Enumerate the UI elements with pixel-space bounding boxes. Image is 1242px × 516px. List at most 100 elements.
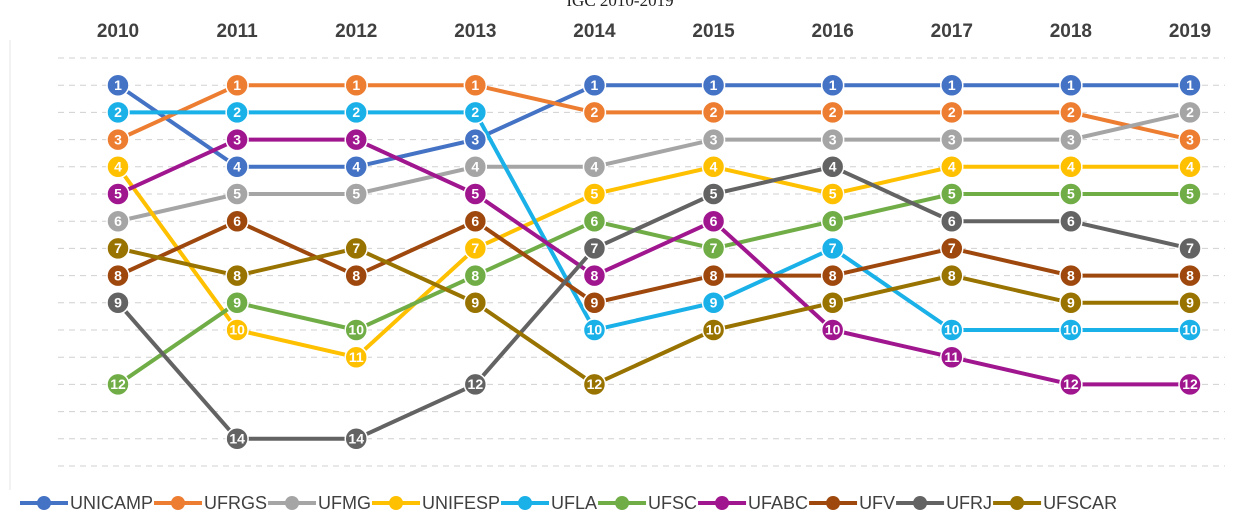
rank-marker: [463, 291, 488, 315]
rank-marker: [225, 318, 249, 342]
rank-label: 1: [829, 77, 837, 93]
rank-label: 2: [829, 104, 837, 120]
chart-title: IGC 2010-2019: [566, 0, 673, 10]
rank-marker: [820, 318, 845, 342]
rank-label: 3: [1186, 131, 1194, 147]
rank-label: 9: [471, 295, 479, 311]
rank-label: 8: [1067, 267, 1075, 283]
rank-marker: [701, 263, 726, 288]
rank-marker: [582, 100, 607, 125]
rank-marker: [1059, 372, 1083, 397]
rank-label: 2: [591, 104, 599, 120]
rank-label: 3: [471, 131, 479, 147]
legend-marker: [715, 496, 730, 510]
rank-marker: [344, 182, 368, 206]
rank-label: 1: [352, 77, 360, 93]
rank-label: 4: [948, 159, 956, 175]
rank-marker: [701, 155, 726, 179]
rank-marker: [940, 182, 964, 206]
rank-label: 3: [710, 131, 718, 147]
rank-label: 4: [710, 159, 718, 175]
rank-marker: [225, 73, 249, 97]
rank-label: 3: [114, 131, 122, 147]
rank-marker: [1178, 263, 1202, 288]
rank-label: 5: [948, 186, 956, 202]
rank-label: 9: [1067, 295, 1075, 311]
legend-label: UNIFESP: [422, 493, 500, 513]
series-line: [117, 110, 1191, 224]
rank-marker: [820, 291, 845, 315]
rank-marker: [701, 73, 726, 97]
rank-label: 2: [1067, 104, 1075, 120]
rank-label: 1: [233, 77, 241, 93]
rank-marker: [463, 182, 488, 206]
rank-marker: [344, 155, 368, 179]
rank-marker: [940, 209, 964, 233]
x-tick-label: 2019: [1169, 21, 1211, 42]
rank-label: 8: [114, 267, 122, 283]
series-line: [116, 83, 1190, 169]
rank-label: 1: [1067, 77, 1075, 93]
rank-label: 3: [829, 131, 837, 147]
legend-label: UFV: [859, 493, 895, 513]
rank-label: 8: [948, 267, 956, 283]
legend-marker: [171, 496, 186, 510]
rank-label: 8: [1186, 267, 1194, 283]
rank-marker: [582, 73, 607, 97]
rank-marker: [463, 127, 488, 152]
rank-marker: [701, 209, 726, 233]
legend-label: UNICAMP: [70, 493, 153, 513]
rank-marker: [463, 209, 488, 233]
rank-label: 10: [348, 322, 364, 338]
rank-label: 7: [352, 240, 360, 256]
rank-label: 3: [948, 131, 956, 147]
rank-marker: [1178, 155, 1202, 179]
rank-label: 10: [1182, 322, 1198, 338]
rank-label: 7: [114, 240, 122, 256]
rank-marker: [582, 155, 607, 179]
rank-marker: [820, 155, 845, 179]
rank-marker: [1059, 182, 1083, 206]
rank-marker: [1059, 291, 1083, 315]
rank-marker: [940, 127, 964, 152]
rank-marker: [106, 127, 130, 152]
rank-label: 1: [1186, 77, 1194, 93]
rank-marker: [820, 73, 845, 97]
rank-label: 2: [1186, 104, 1194, 120]
rank-label: 1: [948, 77, 956, 93]
rank-marker: [940, 263, 964, 288]
rank-marker: [940, 155, 964, 179]
rank-label: 10: [229, 322, 245, 338]
series-line: [117, 137, 1190, 387]
rank-marker: [701, 100, 726, 125]
rank-marker: [225, 100, 249, 125]
x-tick-label: 2014: [573, 21, 616, 42]
rank-label: 12: [468, 376, 484, 392]
rank-marker: [463, 236, 488, 261]
rank-marker: [1059, 155, 1083, 179]
rank-marker: [463, 263, 488, 288]
rank-marker: [344, 100, 368, 125]
rank-label: 2: [352, 104, 360, 120]
rank-marker: [344, 318, 368, 342]
rank-marker: [106, 155, 130, 179]
rank-marker: [1059, 73, 1083, 97]
rank-label: 9: [233, 295, 241, 311]
rank-marker: [820, 127, 845, 152]
rank-marker: [1059, 263, 1083, 288]
rank-marker: [344, 345, 368, 369]
rank-marker: [582, 291, 607, 315]
rank-label: 3: [233, 131, 241, 147]
rank-marker: [582, 209, 607, 233]
rank-marker: [106, 372, 130, 397]
rank-marker: [820, 209, 845, 233]
x-tick-label: 2017: [931, 21, 973, 42]
rank-label: 10: [944, 322, 960, 338]
rank-marker: [1178, 100, 1202, 125]
rank-label: 6: [233, 213, 241, 229]
series-line: [116, 164, 1190, 360]
rank-marker: [940, 318, 964, 342]
rank-label: 11: [349, 349, 364, 365]
rank-label: 12: [587, 376, 603, 392]
